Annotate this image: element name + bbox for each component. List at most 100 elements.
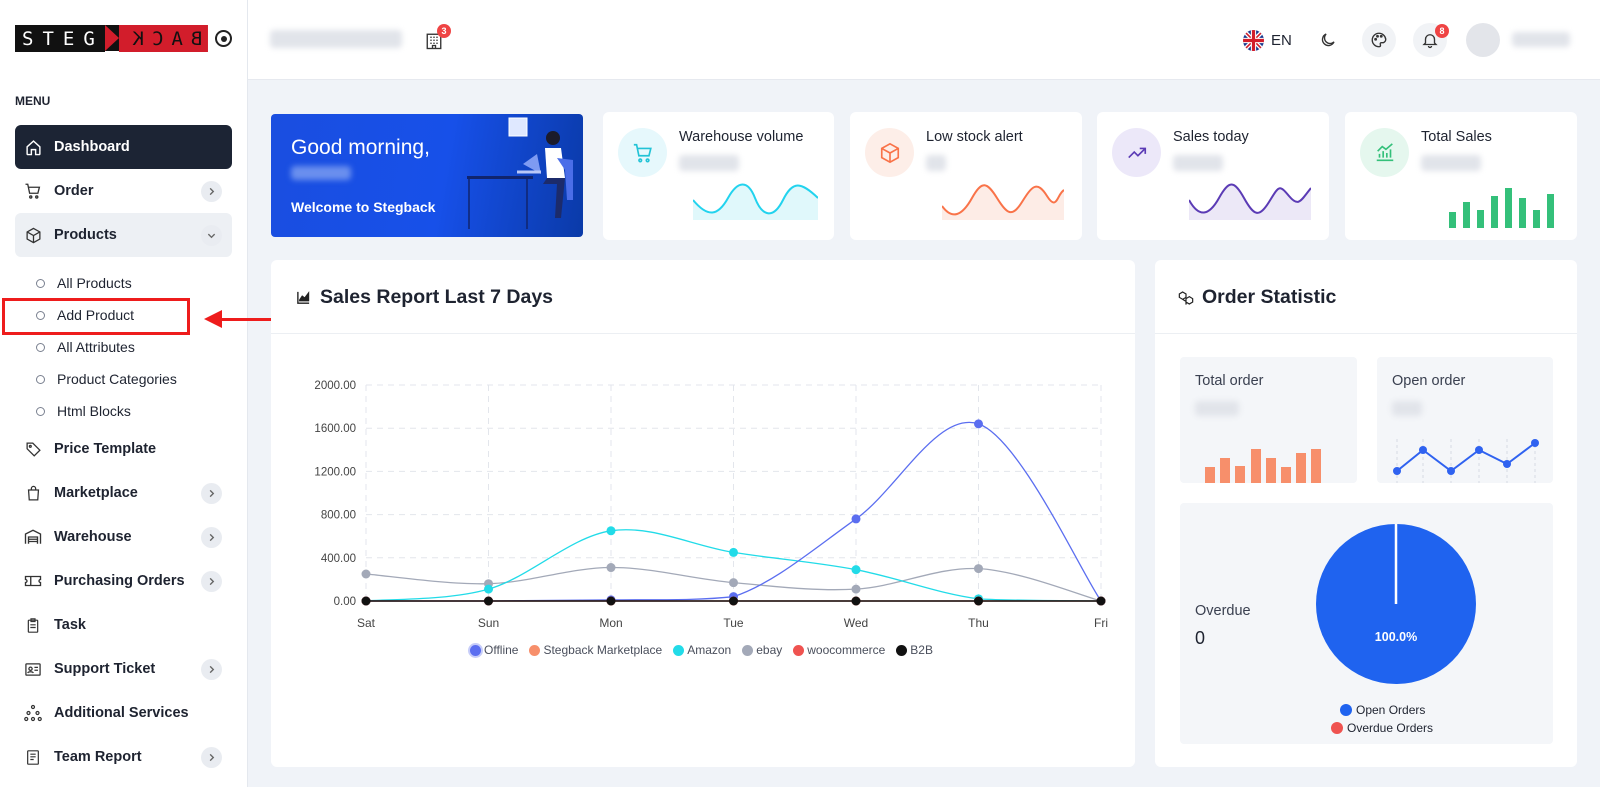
sidebar-item-marketplace[interactable]: Marketplace (15, 471, 232, 515)
language-label[interactable]: EN (1271, 32, 1292, 49)
data-point-ebay (851, 584, 861, 594)
woman-at-desk-illustration (467, 117, 573, 229)
chevron-down-icon[interactable] (201, 225, 222, 246)
sidebar-item-warehouse[interactable]: Warehouse (15, 515, 232, 559)
stat-label: Low stock alert (926, 129, 1023, 145)
sales-report-panel: Sales Report Last 7 Days 0.00 400.00 800.0… (271, 260, 1135, 767)
moon-icon (1321, 33, 1335, 47)
y-tick-label: 0.00 (334, 596, 356, 608)
stat-value-redacted (1173, 155, 1223, 171)
clipboard-icon (24, 616, 42, 634)
sidebar-item-support-ticket[interactable]: Support Ticket (15, 647, 232, 691)
data-point-ebay (974, 564, 983, 574)
stat-card-warehouse-volume[interactable]: Warehouse volume (603, 112, 834, 240)
chevron-right-icon[interactable] (201, 571, 222, 592)
data-point-b2b (851, 596, 861, 606)
tag-icon (24, 440, 42, 458)
sub-item-product-categories[interactable]: Product Categories (36, 371, 177, 387)
data-point-b2b (361, 596, 371, 606)
logo-divider (105, 25, 120, 51)
bullet-icon (36, 278, 45, 288)
sidebar-item-label: Warehouse (54, 529, 132, 545)
company-name-redacted[interactable] (270, 30, 402, 48)
bullet-icon (36, 406, 45, 416)
open-order-card[interactable]: Open order (1377, 357, 1553, 483)
y-tick-label: 400.00 (321, 553, 356, 565)
x-tick-label: Thu (968, 616, 989, 630)
data-point-offline (974, 419, 983, 429)
data-point-b2b (974, 596, 983, 606)
sub-item-all-products[interactable]: All Products (36, 275, 132, 291)
chevron-right-icon[interactable] (201, 181, 222, 202)
x-tick-label: Wed (844, 616, 868, 630)
sparkline-sales-today (1189, 183, 1311, 220)
chevron-right-icon[interactable] (201, 659, 222, 680)
sidebar-item-order[interactable]: Order (15, 169, 232, 213)
sidebar-item-label: Products (54, 227, 117, 243)
stat-card-sales-today[interactable]: Sales today (1097, 112, 1329, 240)
sidebar-toggle-icon[interactable] (215, 30, 232, 47)
id-card-icon (24, 660, 42, 678)
chevron-right-icon[interactable] (201, 483, 222, 504)
sidebar-item-purchasing-orders[interactable]: Purchasing Orders (15, 559, 232, 603)
sidebar-item-label: Additional Services (54, 705, 189, 721)
bar-chart-icon (1360, 128, 1409, 177)
sidebar-item-team-report[interactable]: Team Report (15, 735, 232, 779)
theme-button[interactable] (1362, 23, 1396, 57)
order-statistic-panel: Order Statistic Total order Open order O… (1155, 260, 1577, 767)
sidebar-item-additional-services[interactable]: Additional Services (15, 691, 232, 735)
data-point-amazon (729, 547, 738, 557)
sub-item-add-product[interactable]: Add Product (36, 307, 134, 323)
sidebar-item-price-template[interactable]: Price Template (15, 427, 232, 471)
total-order-label: Total order (1195, 373, 1264, 389)
y-tick-label: 2000.00 (314, 380, 356, 392)
sub-item-label: All Products (57, 275, 132, 291)
sub-item-all-attributes[interactable]: All Attributes (36, 339, 135, 355)
uk-flag-icon[interactable] (1242, 29, 1264, 51)
stat-card-total-sales[interactable]: Total Sales (1345, 112, 1577, 240)
legend-item-woocommerce[interactable]: woocommerce (793, 643, 885, 657)
stat-card-low-stock-alert[interactable]: Low stock alert (850, 112, 1082, 240)
bullet-icon (36, 342, 45, 352)
legend-item-ebay[interactable]: ebay (742, 643, 782, 657)
ticket-icon (24, 572, 42, 590)
legend-item-offline[interactable]: Offline (470, 643, 518, 657)
sub-item-label: Html Blocks (57, 403, 131, 419)
legend-item-amazon[interactable]: Amazon (673, 643, 731, 657)
logo-text-left: STEG (15, 25, 106, 52)
sparkline-low-stock-alert (942, 184, 1064, 220)
x-tick-label: Sun (478, 616, 499, 630)
sidebar-item-dashboard[interactable]: Dashboard (15, 125, 232, 169)
open-order-label: Open order (1392, 373, 1466, 389)
document-icon (24, 748, 42, 766)
sub-item-html-blocks[interactable]: Html Blocks (36, 403, 131, 419)
overdue-card[interactable]: Overdue 0 100.0% Open Orders Overdue Ord… (1180, 503, 1553, 744)
dark-mode-button[interactable] (1311, 23, 1345, 57)
bell-icon (1422, 34, 1438, 49)
legend-item-b2b[interactable]: B2B (896, 643, 933, 657)
cart-icon (618, 128, 667, 177)
data-point-offline (851, 514, 861, 524)
total-order-card[interactable]: Total order (1180, 357, 1357, 483)
stat-value-redacted (926, 155, 946, 171)
data-point-b2b (729, 596, 738, 606)
avatar[interactable] (1466, 23, 1500, 57)
divider (1155, 333, 1577, 334)
y-tick-label: 800.00 (321, 510, 356, 522)
stegback-logo[interactable]: STEG BACK (15, 25, 208, 52)
data-point-ebay (729, 578, 738, 588)
sidebar-item-task[interactable]: Task (15, 603, 232, 647)
building-badge: 3 (437, 24, 451, 38)
legend-item-stegback-marketplace[interactable]: Stegback Marketplace (529, 643, 662, 657)
sub-item-label: Add Product (57, 307, 135, 323)
home-icon (24, 138, 42, 156)
chevron-right-icon[interactable] (201, 527, 222, 548)
chevron-right-icon[interactable] (201, 747, 222, 768)
data-point-ebay (606, 563, 616, 573)
notifications-button[interactable]: 8 (1413, 23, 1449, 57)
user-name-redacted[interactable] (1512, 32, 1570, 47)
sidebar-item-products[interactable]: Products (15, 213, 232, 257)
building-icon[interactable]: 3 (423, 24, 451, 52)
cube-icon (865, 128, 914, 177)
x-tick-label: Mon (599, 616, 622, 630)
